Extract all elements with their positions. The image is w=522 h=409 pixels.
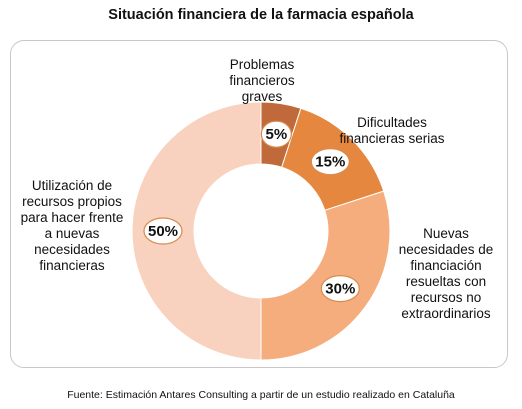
source-note: Fuente: Estimación Antares Consulting a … xyxy=(67,389,455,401)
chart-title: Situación financiera de la farmacia espa… xyxy=(108,7,414,23)
value-badge-dificultades xyxy=(310,148,350,176)
chart-frame xyxy=(10,40,508,368)
slice-recursos-propios xyxy=(131,101,262,361)
category-label-problemas: Problemas financieros graves xyxy=(229,57,295,104)
value-badge-recursos-propios xyxy=(143,217,183,245)
slice-nuevas-necesidades xyxy=(260,190,391,361)
value-badge-problemas xyxy=(260,120,292,148)
value-label-nuevas-necesidades: 30% xyxy=(325,281,355,298)
category-label-recursos-propios: Utilización de recursos propios para hac… xyxy=(20,178,124,273)
category-label-dificultades: Dificultades financieras serias xyxy=(339,115,445,146)
value-label-dificultades: 15% xyxy=(315,154,345,171)
value-label-problemas: 5% xyxy=(265,126,287,143)
category-label-nuevas-necesidades: Nuevas necesidades de financiación resue… xyxy=(398,226,494,321)
value-label-recursos-propios: 50% xyxy=(148,223,178,240)
value-badge-nuevas-necesidades xyxy=(320,275,360,303)
